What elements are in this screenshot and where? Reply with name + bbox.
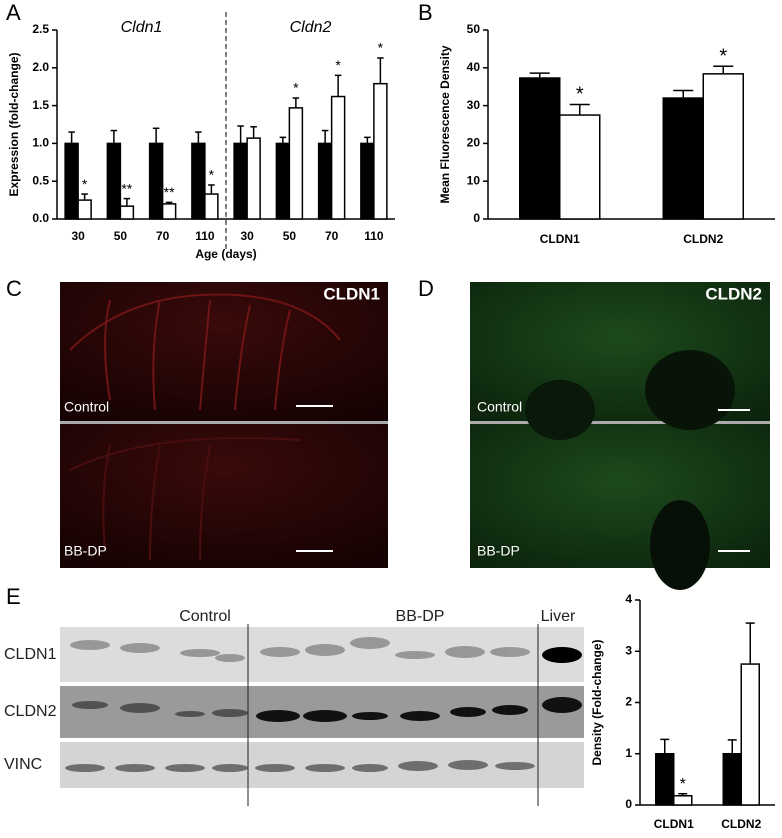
significance-label: ** — [164, 184, 175, 200]
blot-group: BB-DP — [396, 608, 445, 625]
significance-label: * — [576, 84, 584, 106]
blot-group: Liver — [541, 608, 576, 625]
significance-label: * — [209, 167, 215, 183]
significance-label: * — [293, 80, 299, 96]
y-axis-label: Expression (fold-change) — [7, 52, 21, 196]
bar — [233, 142, 248, 220]
y-tick-label: 0.0 — [32, 211, 49, 225]
y-tick-label: 10 — [467, 173, 481, 187]
y-tick-label: 3 — [625, 643, 632, 657]
bar — [148, 142, 164, 220]
x-tick-label: 110 — [195, 229, 215, 243]
bar — [519, 77, 561, 220]
x-tick-label: 30 — [71, 229, 85, 243]
group-label: Cldn1 — [121, 19, 163, 36]
image-label: Control — [64, 399, 109, 415]
y-tick-label: 0 — [473, 211, 480, 225]
x-tick-label: 110 — [364, 229, 384, 243]
image-label: BB-DP — [477, 543, 520, 559]
panel-letter: B — [418, 0, 433, 25]
bar — [77, 199, 92, 220]
bar — [559, 114, 601, 220]
image-title: CLDN2 — [705, 284, 762, 303]
significance-label: * — [378, 40, 384, 56]
panel-letter: E — [6, 584, 21, 609]
significance-label: * — [680, 776, 686, 793]
y-tick-label: 2.0 — [32, 60, 49, 74]
micrograph: CLDN2 Control BB-DP — [470, 282, 770, 590]
y-tick-label: 2 — [625, 695, 632, 709]
x-tick-label: CLDN1 — [654, 817, 694, 831]
x-tick-label: 50 — [283, 229, 297, 243]
x-tick-label: 70 — [325, 229, 339, 243]
bar — [722, 753, 742, 806]
bar — [275, 142, 291, 220]
x-tick-label: 30 — [240, 229, 254, 243]
y-tick-label: 2.5 — [32, 22, 49, 36]
bar — [119, 205, 135, 220]
bar — [673, 795, 693, 806]
bar — [702, 73, 744, 220]
panel-letter: C — [6, 276, 22, 301]
bar — [373, 82, 388, 220]
significance-label: * — [719, 46, 727, 68]
bar — [317, 142, 333, 220]
y-axis-label: Mean Fluorescence Density — [438, 45, 452, 203]
x-axis-label: Age (days) — [195, 247, 256, 261]
y-tick-label: 0 — [625, 797, 632, 811]
y-tick-label: 50 — [467, 22, 481, 36]
bar — [191, 142, 206, 220]
y-tick-label: 20 — [467, 136, 481, 150]
y-tick-label: 0.5 — [32, 173, 49, 187]
y-tick-label: 1 — [625, 746, 632, 760]
bar — [246, 137, 261, 220]
bar — [106, 142, 122, 220]
y-tick-label: 1.0 — [32, 136, 49, 150]
x-tick-label: CLDN2 — [721, 817, 761, 831]
x-tick-label: CLDN2 — [683, 232, 723, 246]
bar — [330, 95, 346, 220]
panel-letter: D — [418, 276, 434, 301]
y-tick-label: 1.5 — [32, 98, 49, 112]
bar — [204, 193, 219, 220]
western-blot: Control BB-DP Liver CLDN1 CLDN2 VINC — [4, 608, 584, 806]
x-tick-label: 50 — [114, 229, 128, 243]
blot-row-label: CLDN2 — [4, 703, 57, 720]
bar — [360, 142, 375, 220]
image-title: CLDN1 — [323, 284, 380, 303]
micrograph: CLDN1 Control BB-DP — [60, 282, 388, 568]
bar — [288, 107, 304, 220]
bar — [64, 142, 79, 220]
blot-row-label: VINC — [4, 756, 42, 773]
blot-group: Control — [179, 608, 231, 625]
image-label: Control — [477, 399, 522, 415]
significance-label: * — [82, 176, 88, 192]
bar — [662, 97, 704, 220]
x-tick-label: 70 — [156, 229, 170, 243]
significance-label: ** — [121, 180, 132, 196]
significance-label: * — [335, 57, 341, 73]
bar — [740, 663, 760, 806]
bar — [655, 753, 675, 806]
y-tick-label: 30 — [467, 98, 481, 112]
y-axis-label: Density (Fold-change) — [590, 639, 604, 765]
y-tick-label: 4 — [625, 592, 632, 606]
x-tick-label: CLDN1 — [540, 232, 580, 246]
blot-row-label: CLDN1 — [4, 646, 57, 663]
bar — [161, 203, 177, 220]
group-label: Cldn2 — [290, 19, 332, 36]
image-label: BB-DP — [64, 543, 107, 559]
panel-letter: A — [6, 0, 21, 25]
y-tick-label: 40 — [467, 60, 481, 74]
